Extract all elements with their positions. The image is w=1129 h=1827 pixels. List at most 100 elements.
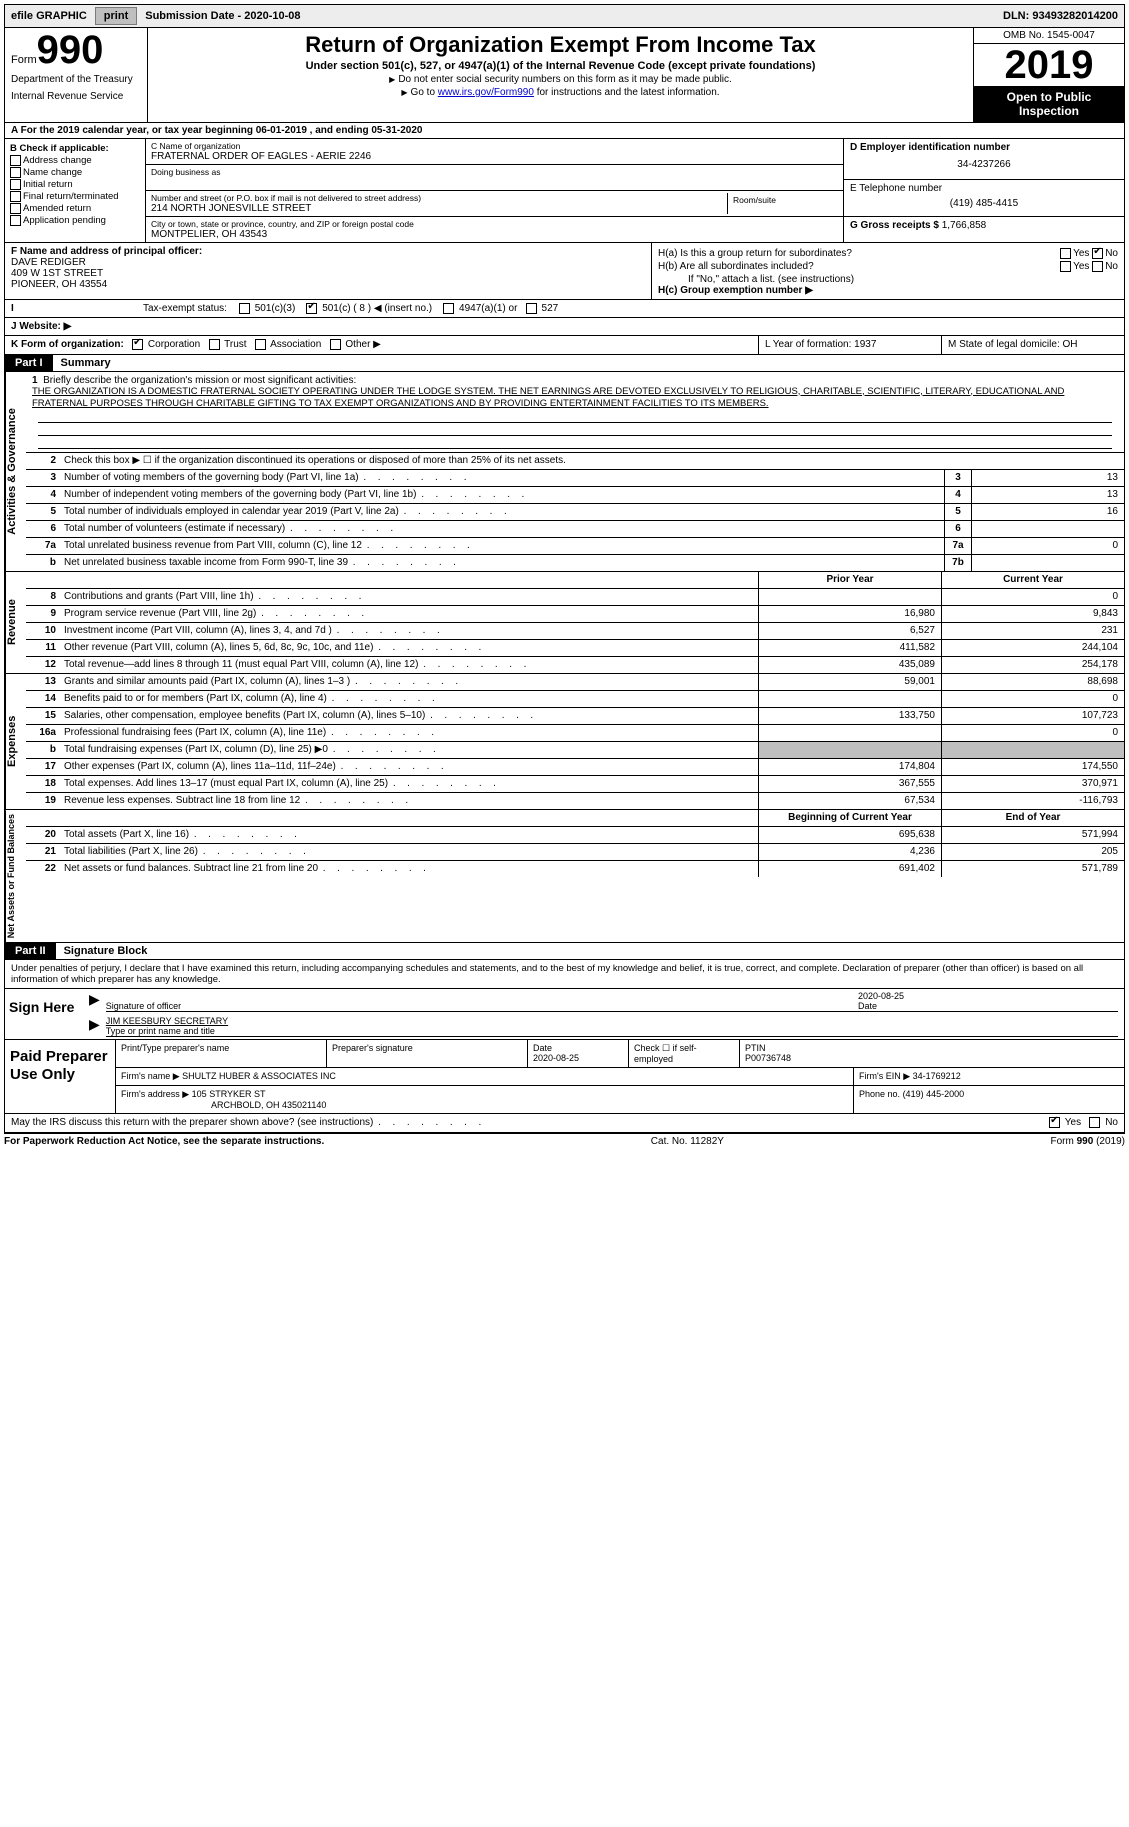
ha-label: H(a) Is this a group return for subordin… <box>658 248 852 259</box>
g-gross-label: G Gross receipts $ <box>850 220 939 231</box>
g-gross-value: 1,766,858 <box>942 220 987 231</box>
signature-declaration: Under penalties of perjury, I declare th… <box>5 960 1124 988</box>
hdr-end-year: End of Year <box>941 810 1124 826</box>
hb-label: H(b) Are all subordinates included? <box>658 261 814 272</box>
form990-link[interactable]: www.irs.gov/Form990 <box>438 87 534 98</box>
form-id-cell: Form990 Department of the Treasury Inter… <box>5 28 148 122</box>
col-c: C Name of organization FRATERNAL ORDER O… <box>146 139 843 242</box>
table-row: 17Other expenses (Part IX, column (A), l… <box>26 759 1124 776</box>
f-addr1: 409 W 1ST STREET <box>11 268 645 279</box>
check-address-change[interactable]: Address change <box>10 155 140 166</box>
check-initial-return[interactable]: Initial return <box>10 179 140 190</box>
firm-ein-label: Firm's EIN ▶ <box>859 1071 910 1081</box>
mission-label: Briefly describe the organization's miss… <box>43 375 356 386</box>
firm-ein-value: 34-1769212 <box>913 1071 961 1081</box>
hdr-beginning-year: Beginning of Current Year <box>758 810 941 826</box>
f-label: F Name and address of principal officer: <box>11 246 645 257</box>
title-note-2: Go to www.irs.gov/Form990 for instructio… <box>154 87 967 98</box>
hdr-prior-year: Prior Year <box>758 572 941 588</box>
row-a-period: A For the 2019 calendar year, or tax yea… <box>4 123 1125 139</box>
check-501c[interactable] <box>306 303 317 314</box>
table-row: 21Total liabilities (Part X, line 26)4,2… <box>26 844 1124 861</box>
check-corp[interactable] <box>132 339 143 350</box>
table-row: 10Investment income (Part VIII, column (… <box>26 623 1124 640</box>
form-990-number: 990 <box>37 28 104 72</box>
row-j-website: J Website: ▶ <box>4 318 1125 336</box>
check-trust[interactable] <box>209 339 220 350</box>
f-addr2: PIONEER, OH 43554 <box>11 279 645 290</box>
k-label: K Form of organization: <box>11 340 124 351</box>
title-note-1: Do not enter social security numbers on … <box>154 74 967 85</box>
ha-answer: Yes No <box>1060 248 1118 259</box>
cat-number: Cat. No. 11282Y <box>651 1136 724 1147</box>
hc-label: H(c) Group exemption number ▶ <box>658 285 1118 296</box>
c-dba-label: Doing business as <box>151 167 838 177</box>
check-assoc[interactable] <box>255 339 266 350</box>
gov-row: 4Number of independent voting members of… <box>26 487 1124 504</box>
irs-label: Internal Revenue Service <box>11 91 141 102</box>
c-street: 214 NORTH JONESVILLE STREET <box>151 203 727 214</box>
table-row: 11Other revenue (Part VIII, column (A), … <box>26 640 1124 657</box>
check-527[interactable] <box>526 303 537 314</box>
table-row: 9Program service revenue (Part VIII, lin… <box>26 606 1124 623</box>
part1-header: Part I Summary <box>4 355 1125 372</box>
title-main: Return of Organization Exempt From Incom… <box>154 32 967 58</box>
part1-title: Summary <box>53 355 119 371</box>
firm-phone-label: Phone no. <box>859 1089 900 1099</box>
c-addr-label: Number and street (or P.O. box if mail i… <box>151 193 727 203</box>
inspection-badge: Open to Public Inspection <box>974 86 1124 122</box>
prep-name-label: Print/Type preparer's name <box>116 1040 327 1067</box>
row-k: K Form of organization: Corporation Trus… <box>4 336 1125 354</box>
vtab-expenses: Expenses <box>5 674 26 809</box>
check-501c3[interactable] <box>239 303 250 314</box>
table-row: 16aProfessional fundraising fees (Part I… <box>26 725 1124 742</box>
sig-date-label: Date <box>858 1001 1118 1011</box>
print-button[interactable]: print <box>95 7 137 25</box>
check-name-change[interactable]: Name change <box>10 167 140 178</box>
sig-arrow-icon: ▶ <box>89 991 106 1012</box>
paperwork-notice: For Paperwork Reduction Act Notice, see … <box>4 1136 324 1147</box>
paid-preparer-label: Paid Preparer Use Only <box>5 1040 115 1113</box>
e-tel-label: E Telephone number <box>850 183 1118 194</box>
table-row: 20Total assets (Part X, line 16)695,6385… <box>26 827 1124 844</box>
discuss-yes-check[interactable] <box>1049 1117 1060 1128</box>
c-name-label: C Name of organization <box>151 141 838 151</box>
i-label: Tax-exempt status: <box>137 300 233 317</box>
table-row: 8Contributions and grants (Part VIII, li… <box>26 589 1124 606</box>
sig-name-title-label: Type or print name and title <box>106 1026 1118 1036</box>
l-year-formation: L Year of formation: 1937 <box>758 336 941 353</box>
form-header: Form990 Department of the Treasury Inter… <box>4 28 1125 123</box>
summary-expenses: Expenses 13Grants and similar amounts pa… <box>4 674 1125 810</box>
h-section: H(a) Is this a group return for subordin… <box>652 243 1124 299</box>
gov-row: 6Total number of volunteers (estimate if… <box>26 521 1124 538</box>
check-application-pending[interactable]: Application pending <box>10 215 140 226</box>
table-row: 15Salaries, other compensation, employee… <box>26 708 1124 725</box>
check-4947[interactable] <box>443 303 454 314</box>
check-amended[interactable]: Amended return <box>10 203 140 214</box>
check-final-return[interactable]: Final return/terminated <box>10 191 140 202</box>
gov-row: bNet unrelated business taxable income f… <box>26 555 1124 571</box>
table-row: 22Net assets or fund balances. Subtract … <box>26 861 1124 877</box>
c-room-label: Room/suite <box>733 195 833 205</box>
check-other[interactable] <box>330 339 341 350</box>
signature-section: Under penalties of perjury, I declare th… <box>4 960 1125 1040</box>
paid-preparer-section: Paid Preparer Use Only Print/Type prepar… <box>4 1040 1125 1114</box>
hdr-current-year: Current Year <box>941 572 1124 588</box>
part2-title: Signature Block <box>56 943 156 959</box>
summary-governance: Activities & Governance 1 Briefly descri… <box>4 372 1125 573</box>
sig-officer-label: Signature of officer <box>106 1001 848 1011</box>
form-word: Form <box>11 54 37 66</box>
discuss-question: May the IRS discuss this return with the… <box>11 1117 373 1128</box>
summary-net-assets: Net Assets or Fund Balances Beginning of… <box>4 810 1125 943</box>
gov-row: 5Total number of individuals employed in… <box>26 504 1124 521</box>
firm-name-label: Firm's name ▶ <box>121 1071 180 1081</box>
discuss-no-check[interactable] <box>1089 1117 1100 1128</box>
sig-name-title: JIM KEESBURY SECRETARY <box>106 1016 1118 1026</box>
omb-number: OMB No. 1545-0047 <box>974 28 1124 44</box>
col-b-checkboxes: B Check if applicable: Address change Na… <box>5 139 146 242</box>
ptin-value: P00736748 <box>745 1053 1119 1063</box>
d-ein-label: D Employer identification number <box>850 142 1118 153</box>
sign-here-label: Sign Here <box>5 989 83 1039</box>
part2-header: Part II Signature Block <box>4 943 1125 960</box>
discuss-answer: Yes No <box>1049 1117 1118 1128</box>
